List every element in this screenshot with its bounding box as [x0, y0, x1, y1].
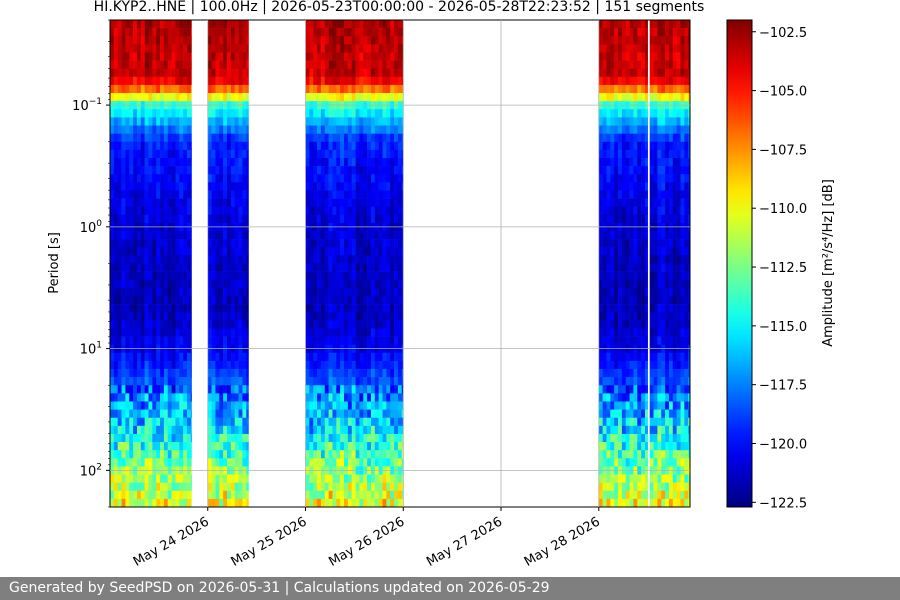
colorbar-tick-label: −115.0	[759, 320, 807, 335]
colorbar-gradient	[727, 20, 752, 507]
y-tick-label: 102	[80, 462, 102, 479]
x-tick-label: May 27 2026	[424, 514, 505, 569]
y-tick-label: 10−1	[72, 97, 102, 114]
x-tick-label: May 26 2026	[326, 514, 407, 569]
data-segment	[598, 20, 648, 507]
colorbar-tick-label: −110.0	[759, 202, 807, 217]
footer-bar: Generated by SeedPSD on 2026-05-31 | Cal…	[0, 577, 900, 600]
y-axis-label: Period [s]	[47, 232, 62, 294]
spectrogram-heatmap	[110, 20, 690, 507]
data-segment	[110, 20, 192, 507]
data-segment	[305, 20, 404, 507]
plot-area	[109, 19, 691, 508]
colorbar-frame	[726, 19, 753, 508]
data-segment	[649, 20, 690, 507]
colorbar: −102.5 −105.0 −107.5 −110.0 −112.5 −115.0 −117…	[726, 19, 807, 511]
chart-title: HI.KYP2..HNE | 100.0Hz | 2026-05-23T00:0…	[94, 0, 705, 15]
colorbar-tick-label: −102.5	[759, 26, 807, 41]
data-segment	[207, 20, 249, 507]
colorbar-tick-label: −120.0	[759, 437, 807, 452]
x-tick-label: May 25 2026	[229, 514, 310, 569]
footer-text: Generated by SeedPSD on 2026-05-31 | Cal…	[9, 580, 550, 596]
x-tick-label: May 28 2026	[522, 514, 603, 569]
y-tick-label: 100	[80, 219, 103, 236]
colorbar-label: Amplitude [m²/s⁴/Hz] [dB]	[821, 179, 836, 347]
y-tick-label: 101	[80, 341, 102, 358]
colorbar-tick-label: −117.5	[759, 379, 807, 394]
x-axis: May 24 2026 May 25 2026 May 26 2026 May 27 …	[131, 507, 603, 570]
colorbar-tick-label: −105.0	[759, 85, 807, 100]
colorbar-tick-label: −107.5	[759, 143, 807, 158]
x-tick-label: May 24 2026	[131, 514, 212, 569]
colorbar-tick-label: −112.5	[759, 261, 807, 276]
colorbar-tick-label: −122.5	[759, 496, 807, 511]
y-axis: 10−1 100 101 102	[72, 19, 110, 508]
